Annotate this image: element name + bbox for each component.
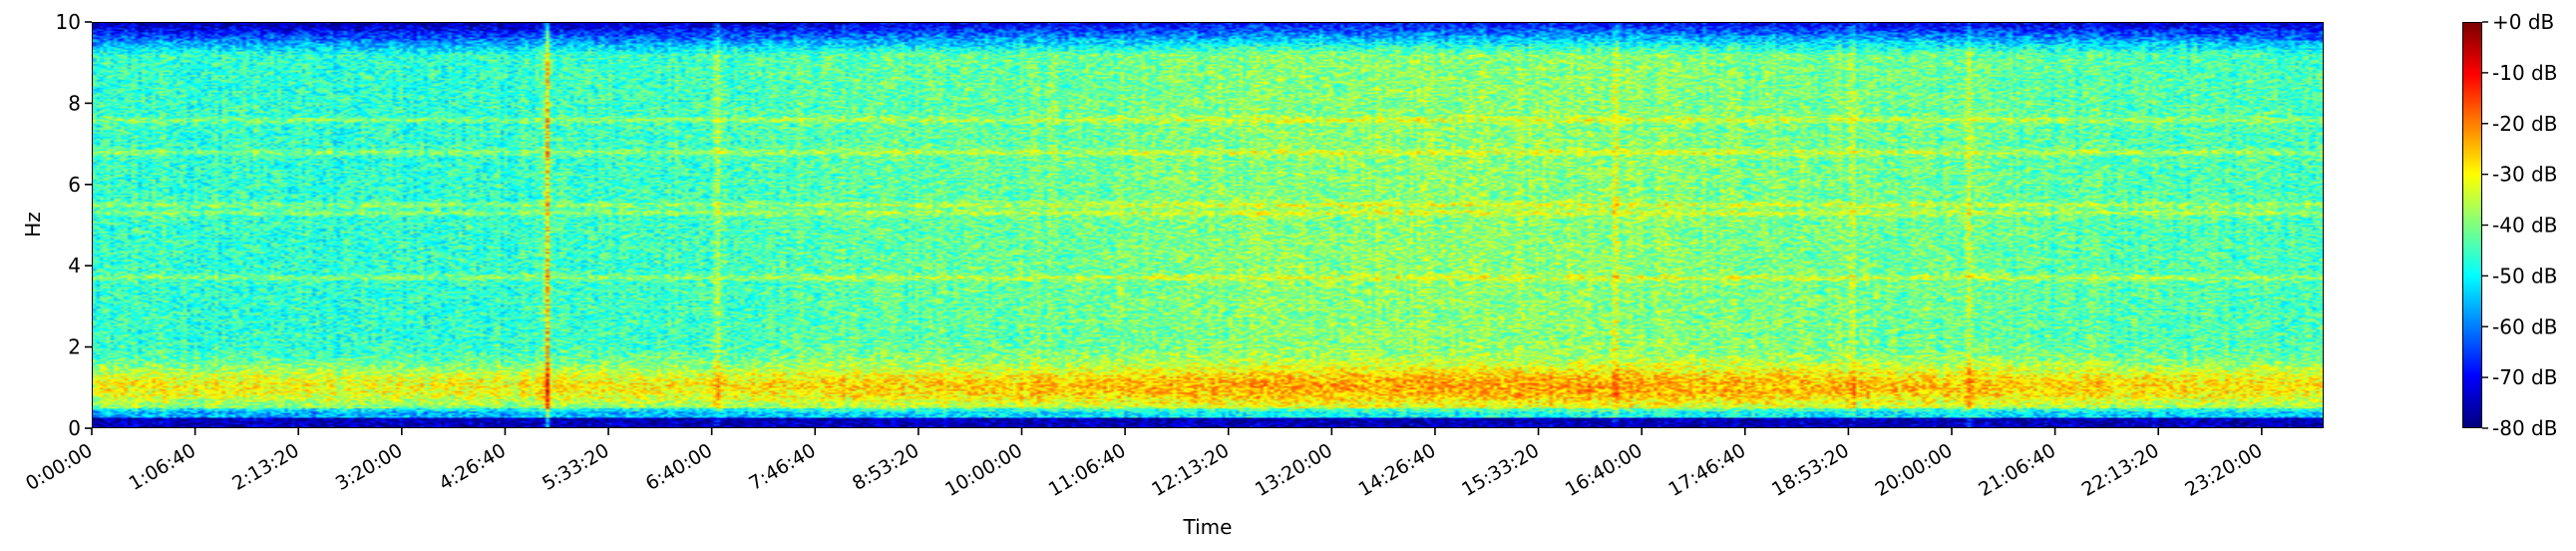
colorbar-tick-label: -30 dB xyxy=(2492,163,2557,187)
y-tick-label: 4 xyxy=(68,254,81,277)
x-tick-label: 11:06:40 xyxy=(1045,439,1130,501)
x-tick-label: 14:26:40 xyxy=(1355,439,1440,501)
colorbar-gradient xyxy=(2462,22,2482,428)
colorbar-tick-label: -50 dB xyxy=(2492,264,2557,287)
x-tick-label: 0:00:00 xyxy=(22,439,96,495)
x-tick-label: 7:46:40 xyxy=(745,439,819,495)
x-tick-label: 13:20:00 xyxy=(1252,439,1336,501)
x-tick-label: 2:13:20 xyxy=(228,439,302,495)
colorbar-tick-label: -70 dB xyxy=(2492,365,2557,389)
spectrogram-plot-area xyxy=(92,22,2324,428)
x-tick-label: 5:33:20 xyxy=(539,439,612,495)
y-tick-label: 6 xyxy=(68,173,81,197)
x-tick-label: 17:46:40 xyxy=(1664,439,1749,501)
x-tick-label: 18:53:20 xyxy=(1768,439,1853,501)
x-tick-label: 21:06:40 xyxy=(1975,439,2059,501)
x-tick-label: 4:26:40 xyxy=(436,439,510,495)
x-tick-label: 12:13:20 xyxy=(1148,439,1233,501)
y-tick-label: 10 xyxy=(56,10,81,34)
x-axis: 0:00:00 1:06:40 2:13:20 3:20:00 4:26:40 5:33:… xyxy=(22,428,2266,501)
x-tick-label: 22:13:20 xyxy=(2078,439,2163,501)
x-tick-label: 6:40:00 xyxy=(642,439,716,495)
x-tick-label: 23:20:00 xyxy=(2181,439,2266,501)
x-tick-label: 15:33:20 xyxy=(1458,439,1543,501)
y-tick-label: 0 xyxy=(68,416,81,440)
colorbar-axis: +0 dB -10 dB -20 dB -30 dB -40 dB -50 dB -60 d… xyxy=(2482,10,2557,440)
x-tick-label: 8:53:20 xyxy=(849,439,922,495)
x-tick-label: 20:00:00 xyxy=(1872,439,1957,501)
x-tick-label: 10:00:00 xyxy=(941,439,1026,501)
colorbar-tick-label: -10 dB xyxy=(2492,61,2557,85)
y-axis-label: Hz xyxy=(21,212,45,238)
y-axis: 0 2 4 6 8 10 xyxy=(56,10,92,440)
colorbar-tick-label: -40 dB xyxy=(2492,214,2557,238)
colorbar-tick-label: -80 dB xyxy=(2492,416,2557,440)
x-axis-label: Time xyxy=(1183,515,1233,539)
x-tick-label: 3:20:00 xyxy=(332,439,406,495)
spectrogram-image xyxy=(93,23,2323,427)
y-tick-label: 8 xyxy=(68,91,81,115)
y-tick-label: 2 xyxy=(68,335,81,359)
x-tick-label: 16:40:00 xyxy=(1562,439,1647,501)
colorbar-tick-label: -20 dB xyxy=(2492,112,2557,136)
colorbar-tick-label: +0 dB xyxy=(2492,10,2554,34)
colorbar-tick-label: -60 dB xyxy=(2492,314,2557,338)
x-tick-label: 1:06:40 xyxy=(126,439,199,495)
